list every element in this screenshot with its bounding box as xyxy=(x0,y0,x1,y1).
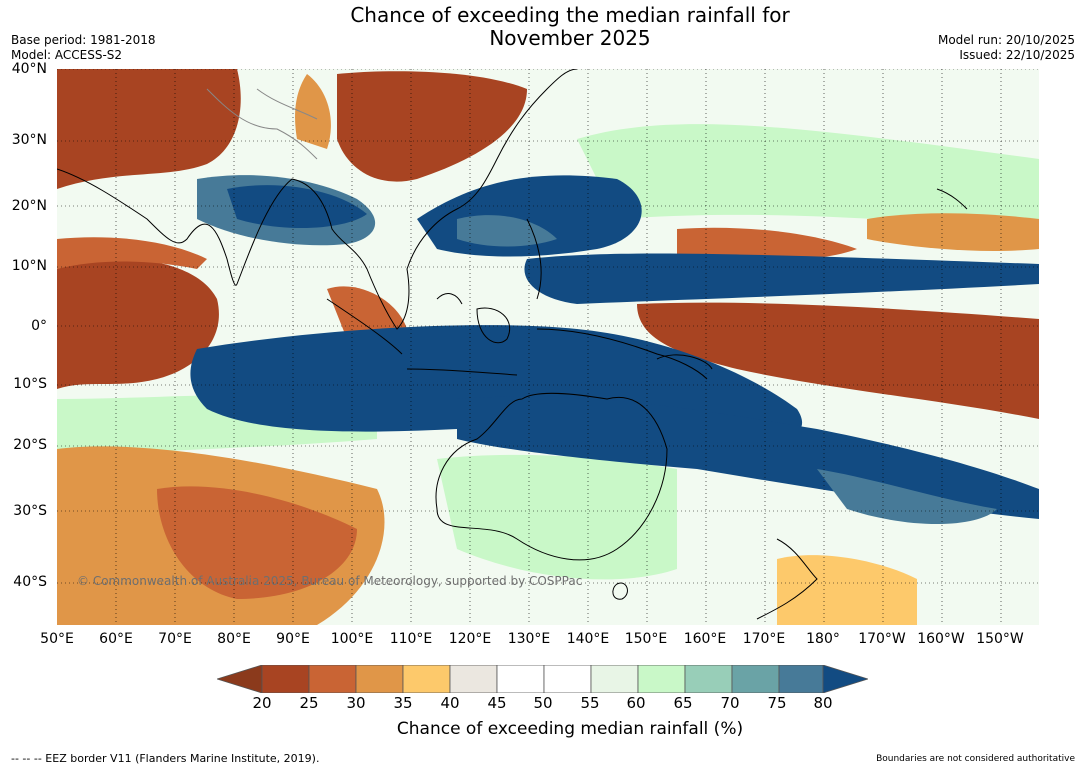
colorbar-tick-75: 75 xyxy=(767,694,787,712)
model-name: Model: ACCESS-S2 xyxy=(11,48,123,62)
lat-label-30s: 30°S xyxy=(13,503,47,519)
colorbar-bin-65-70 xyxy=(684,664,733,694)
colorbar xyxy=(215,664,870,694)
dry-region-china xyxy=(337,71,527,182)
colorbar-bin-35-40 xyxy=(402,664,451,694)
colorbar-bin-30-35 xyxy=(355,664,404,694)
dry-region-central-pacific xyxy=(637,302,1039,419)
lon-label-160e: 160°E xyxy=(683,631,727,647)
lat-label-20n: 20°N xyxy=(11,198,47,214)
colorbar-tick-45: 45 xyxy=(487,694,507,712)
colorbar-bin-60-65 xyxy=(637,664,686,694)
lon-label-50e: 50°E xyxy=(40,631,74,647)
lon-label-110e: 110°E xyxy=(389,631,433,647)
map-credit: © Commonwealth of Australia 2025, Bureau… xyxy=(77,574,583,588)
colorbar-bin-20-25 xyxy=(261,664,310,694)
lon-label-150e: 150°E xyxy=(624,631,668,647)
lon-label-140e: 140°E xyxy=(566,631,610,647)
lon-label-150w: 150°W xyxy=(976,631,1024,647)
colorbar-bin-40-45 xyxy=(449,664,498,694)
colorbar-tick-60: 60 xyxy=(626,694,646,712)
dry-core-south-indian xyxy=(157,486,357,599)
colorbar-tick-65: 65 xyxy=(673,694,693,712)
colorbar-bin-50-55 xyxy=(543,664,592,694)
map-svg xyxy=(57,69,1039,625)
colorbar-tick-70: 70 xyxy=(720,694,740,712)
dry-band-arabian xyxy=(57,237,207,269)
lon-label-170e: 170°E xyxy=(742,631,786,647)
colorbar-bin-75-80 xyxy=(778,664,824,694)
colorbar-bin-55-60 xyxy=(590,664,639,694)
base-period: Base period: 1981-2018 xyxy=(11,33,156,47)
wet-region-bay-of-bengal xyxy=(227,185,367,229)
lon-label-70e: 70°E xyxy=(158,631,192,647)
colorbar-bin-25-30 xyxy=(308,664,357,694)
title-line-1: Chance of exceeding the median rainfall … xyxy=(350,3,790,27)
lat-label-10n: 10°N xyxy=(11,258,47,274)
lon-label-120e: 120°E xyxy=(448,631,492,647)
dry-region-himalaya xyxy=(295,74,331,149)
lat-label-40n: 40°N xyxy=(11,61,47,77)
lon-label-80e: 80°E xyxy=(217,631,251,647)
colorbar-label: Chance of exceeding median rainfall (%) xyxy=(396,719,744,739)
lon-label-130e: 130°E xyxy=(507,631,551,647)
lat-label-0: 0° xyxy=(31,318,47,334)
green-region-north-pacific xyxy=(577,124,1039,229)
lat-label-30n: 30°N xyxy=(11,132,47,148)
green-region-australia xyxy=(437,454,677,580)
title-line-2: November 2025 xyxy=(489,26,651,50)
lat-label-20s: 20°S xyxy=(13,437,47,453)
dry-band-far-pacific xyxy=(867,213,1039,251)
lon-label-160w: 160°W xyxy=(917,631,965,647)
colorbar-tick-30: 30 xyxy=(346,694,366,712)
lat-label-40s: 40°S xyxy=(13,574,47,590)
colorbar-tick-25: 25 xyxy=(299,694,319,712)
rainfall-map xyxy=(57,69,1039,625)
boundary-disclaimer: Boundaries are not considered authoritat… xyxy=(876,754,1075,764)
lon-label-90e: 90°E xyxy=(276,631,310,647)
colorbar-above-arrow xyxy=(822,664,870,694)
colorbar-tick-50: 50 xyxy=(533,694,553,712)
colorbar-bin-70-75 xyxy=(731,664,780,694)
lat-label-10s: 10°S xyxy=(13,376,47,392)
wet-band-north-pacific xyxy=(524,253,1039,304)
dry-region-west-asia xyxy=(57,69,241,189)
colorbar-tick-35: 35 xyxy=(393,694,413,712)
colorbar-tick-55: 55 xyxy=(580,694,600,712)
colorbar-tick-20: 20 xyxy=(252,694,272,712)
eez-note: -- -- -- EEZ border V11 (Flanders Marine… xyxy=(11,752,320,765)
dry-region-arabian-sea xyxy=(57,259,219,389)
colorbar-tick-80: 80 xyxy=(813,694,833,712)
lon-label-170w: 170°W xyxy=(858,631,906,647)
meta-right: Model run: 20/10/2025 Issued: 22/10/2025 xyxy=(938,33,1075,63)
lon-label-60e: 60°E xyxy=(99,631,133,647)
wet-band-spcz-edge xyxy=(817,469,997,524)
wet-band-philippines xyxy=(457,215,557,247)
issued-date: Issued: 22/10/2025 xyxy=(959,48,1075,62)
model-run: Model run: 20/10/2025 xyxy=(937,33,1075,47)
colorbar-svg xyxy=(215,664,870,694)
colorbar-bin-45-50 xyxy=(496,664,545,694)
lon-label-100e: 100°E xyxy=(330,631,374,647)
colorbar-below-arrow xyxy=(215,664,263,694)
chart-title: Chance of exceeding the median rainfall … xyxy=(270,4,870,50)
meta-left: Base period: 1981-2018 Model: ACCESS-S2 xyxy=(11,33,156,63)
borders xyxy=(206,88,318,160)
lon-label-180: 180° xyxy=(806,631,840,647)
colorbar-tick-40: 40 xyxy=(440,694,460,712)
graticule xyxy=(57,69,1039,625)
coastlines xyxy=(57,69,968,620)
dry-band-north-pacific xyxy=(677,227,857,261)
